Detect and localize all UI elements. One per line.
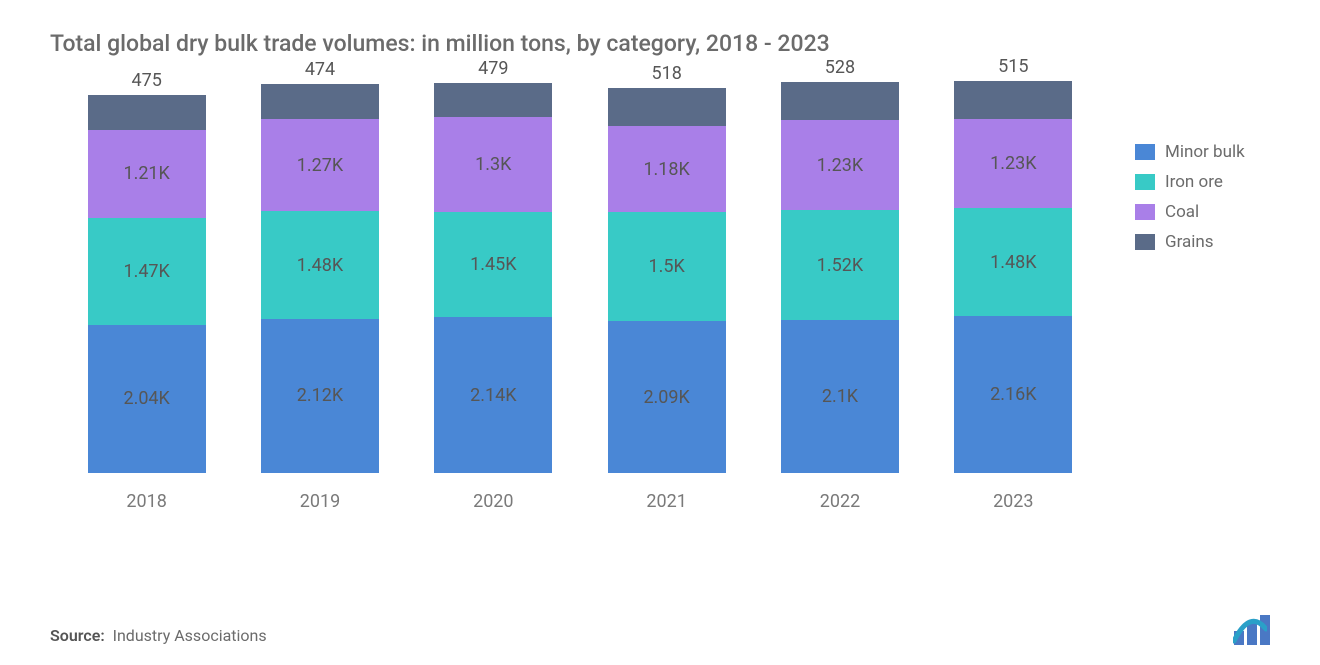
legend-swatch <box>1135 174 1155 190</box>
segment-iron-ore: 1.5K <box>608 212 726 321</box>
segment-label: 2.09K <box>643 387 689 408</box>
segment-label: 1.52K <box>817 255 863 276</box>
segment-coal: 1.3K <box>434 117 552 212</box>
segment-label: 2.14K <box>470 385 516 406</box>
segment-label: 1.23K <box>990 153 1036 174</box>
segment-label: 2.04K <box>123 388 169 409</box>
x-axis-label: 2023 <box>993 491 1033 512</box>
x-axis-label: 2018 <box>126 491 166 512</box>
segment-label-grains: 528 <box>825 56 855 78</box>
segment-grains <box>781 82 899 120</box>
segment-coal: 1.18K <box>608 126 726 212</box>
segment-iron-ore: 1.52K <box>781 210 899 321</box>
segment-label: 1.48K <box>297 255 343 276</box>
x-axis-label: 2021 <box>646 491 686 512</box>
brand-logo <box>1234 615 1270 645</box>
segment-grains <box>608 88 726 126</box>
segment-label: 1.27K <box>297 155 343 176</box>
segment-label: 2.16K <box>990 384 1036 405</box>
segment-grains <box>261 84 379 118</box>
source-line: Source: Industry Associations <box>50 626 267 645</box>
segment-label-grains: 518 <box>651 62 681 84</box>
bar-stack: 2.12K 1.48K 1.27K <box>261 84 379 473</box>
segment-label: 1.47K <box>123 261 169 282</box>
bar-stack: 2.09K 1.5K 1.18K <box>608 88 726 473</box>
segment-label: 1.18K <box>643 159 689 180</box>
bar-stack: 2.04K 1.47K 1.21K <box>88 95 206 473</box>
segment-iron-ore: 1.45K <box>434 212 552 317</box>
segment-minor-bulk: 2.12K <box>261 319 379 473</box>
legend-label: Coal <box>1165 202 1199 222</box>
segment-grains <box>954 81 1072 118</box>
legend-swatch <box>1135 204 1155 220</box>
x-axis-label: 2019 <box>300 491 340 512</box>
segment-label: 2.12K <box>297 385 343 406</box>
segment-minor-bulk: 2.14K <box>434 317 552 473</box>
chart-title: Total global dry bulk trade volumes: in … <box>50 30 1280 57</box>
segment-label: 1.48K <box>990 252 1036 273</box>
segment-label-grains: 475 <box>131 69 161 91</box>
legend-item: Grains <box>1135 232 1280 252</box>
segment-iron-ore: 1.48K <box>261 211 379 319</box>
legend-label: Minor bulk <box>1165 142 1245 162</box>
segment-coal: 1.21K <box>88 130 206 218</box>
segment-coal: 1.27K <box>261 119 379 211</box>
x-axis-label: 2022 <box>820 491 860 512</box>
legend-label: Iron ore <box>1165 172 1223 192</box>
segment-label: 2.1K <box>822 386 858 407</box>
segment-label-grains: 479 <box>478 57 508 79</box>
segment-grains <box>88 95 206 130</box>
legend-swatch <box>1135 144 1155 160</box>
segment-coal: 1.23K <box>954 119 1072 208</box>
bar-group: 515 2.16K 1.48K 1.23K 2023 <box>927 55 1100 512</box>
segment-iron-ore: 1.48K <box>954 208 1072 316</box>
x-axis-label: 2020 <box>473 491 513 512</box>
legend: Minor bulk Iron ore Coal Grains <box>1110 92 1280 262</box>
segment-label-grains: 515 <box>998 55 1028 77</box>
segment-label: 1.23K <box>817 155 863 176</box>
segment-minor-bulk: 2.16K <box>954 316 1072 473</box>
bar-stack: 2.14K 1.45K 1.3K <box>434 83 552 473</box>
segment-label-grains: 474 <box>305 58 335 80</box>
segment-minor-bulk: 2.04K <box>88 325 206 473</box>
chart-body: 4752.04K1.47K1.21K20184742.12K1.48K1.27K… <box>50 92 1280 585</box>
bar-stack: 2.16K 1.48K 1.23K <box>954 81 1072 473</box>
legend-item: Minor bulk <box>1135 142 1280 162</box>
bar-group: 475 2.04K 1.47K 1.21K 2018 <box>60 69 233 512</box>
plot-area: 4752.04K1.47K1.21K20184742.12K1.48K1.27K… <box>50 92 1110 512</box>
segment-iron-ore: 1.47K <box>88 218 206 325</box>
source-value: Industry Associations <box>113 626 267 645</box>
chart-footer: Source: Industry Associations <box>50 615 1280 645</box>
segment-minor-bulk: 2.09K <box>608 321 726 473</box>
legend-swatch <box>1135 234 1155 250</box>
bar-stack: 2.1K 1.52K 1.23K <box>781 82 899 473</box>
legend-item: Iron ore <box>1135 172 1280 192</box>
segment-label: 1.21K <box>123 163 169 184</box>
bar-group: 474 2.12K 1.48K 1.27K 2019 <box>233 58 406 512</box>
segment-label: 1.5K <box>649 256 685 277</box>
source-label: Source: <box>50 626 105 645</box>
bar-group: 518 2.09K 1.5K 1.18K 2021 <box>580 62 753 512</box>
segment-grains <box>434 83 552 118</box>
segment-label: 1.45K <box>470 254 516 275</box>
legend-label: Grains <box>1165 232 1214 252</box>
bar-group: 528 2.1K 1.52K 1.23K 2022 <box>753 56 926 512</box>
segment-label: 1.3K <box>475 154 511 175</box>
segment-coal: 1.23K <box>781 120 899 209</box>
legend-item: Coal <box>1135 202 1280 222</box>
bar-group: 479 2.14K 1.45K 1.3K 2020 <box>407 57 580 512</box>
segment-minor-bulk: 2.1K <box>781 320 899 473</box>
